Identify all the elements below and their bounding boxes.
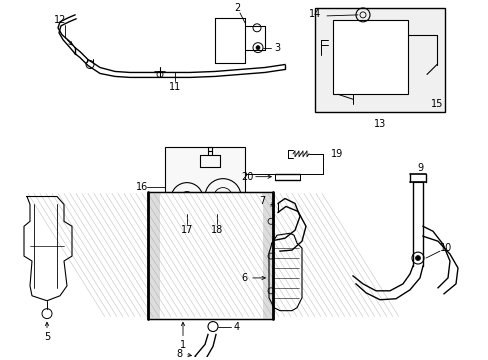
Text: 4: 4 <box>233 321 240 332</box>
Text: 6: 6 <box>241 273 246 283</box>
Text: 12: 12 <box>54 15 66 25</box>
Circle shape <box>256 46 260 50</box>
Text: 5: 5 <box>44 332 50 342</box>
Bar <box>332 20 407 94</box>
Text: 20: 20 <box>240 172 253 182</box>
Circle shape <box>183 195 190 202</box>
Circle shape <box>220 194 225 199</box>
Bar <box>148 192 272 319</box>
Text: 8: 8 <box>176 349 182 359</box>
Text: 3: 3 <box>273 42 280 53</box>
Text: 18: 18 <box>210 225 223 235</box>
Bar <box>164 147 244 215</box>
Text: 14: 14 <box>308 9 320 19</box>
Bar <box>148 192 272 319</box>
Text: 19: 19 <box>330 149 343 159</box>
Text: 2: 2 <box>233 3 240 13</box>
Text: 7: 7 <box>258 197 264 207</box>
Bar <box>148 192 160 319</box>
Circle shape <box>415 256 420 261</box>
Text: 10: 10 <box>439 243 451 253</box>
Text: 1: 1 <box>180 341 185 350</box>
Text: 11: 11 <box>168 82 181 93</box>
Text: 16: 16 <box>136 181 148 192</box>
Text: 9: 9 <box>416 163 422 173</box>
Text: 15: 15 <box>430 99 442 109</box>
Bar <box>314 8 444 112</box>
Text: 17: 17 <box>181 225 193 235</box>
Bar <box>263 192 272 319</box>
Text: 13: 13 <box>373 119 386 129</box>
